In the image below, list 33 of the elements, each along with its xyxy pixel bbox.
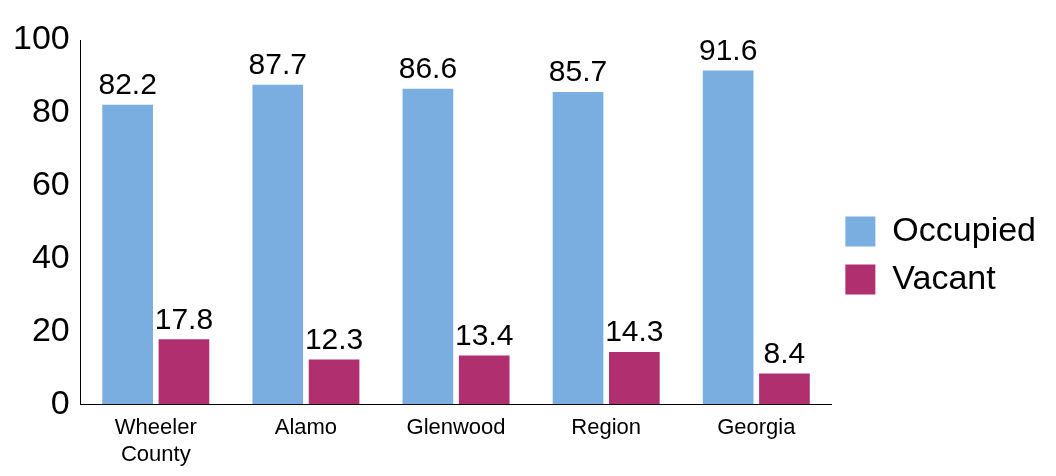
bar (608, 352, 660, 405)
y-tick-label: 20 (31, 309, 70, 348)
bar (308, 359, 360, 405)
y-tick-label: 80 (31, 91, 70, 130)
x-tick-label: Glenwood (406, 414, 506, 440)
bar (759, 373, 810, 405)
data-label: 14.3 (605, 314, 664, 348)
bar (458, 355, 510, 405)
data-label: 86.6 (398, 51, 458, 85)
bar (552, 92, 604, 405)
legend-label: Vacant (892, 257, 997, 296)
bar (702, 70, 754, 405)
bar (158, 339, 210, 405)
bar (402, 88, 454, 405)
legend-label: Occupied (892, 209, 1036, 248)
data-label: 87.7 (248, 47, 307, 81)
x-tick-label: Region (571, 414, 642, 440)
data-label: 13.4 (455, 317, 514, 351)
x-tick-label: Georgia (717, 414, 797, 440)
data-label: 17.8 (154, 301, 214, 335)
data-label: 82.2 (98, 67, 157, 101)
y-tick-label: 40 (31, 236, 70, 275)
data-label: 12.3 (304, 321, 364, 355)
data-label: 91.6 (698, 32, 758, 66)
bar (102, 104, 153, 405)
y-tick-label: 60 (31, 164, 70, 203)
x-tick-label: Alamo (274, 414, 338, 440)
x-tick-label: Wheeler County (114, 414, 197, 466)
y-tick-label: 0 (50, 382, 70, 421)
data-label: 8.4 (763, 335, 806, 369)
y-tick-label: 100 (12, 18, 70, 57)
data-label: 85.7 (548, 54, 608, 88)
bar (252, 84, 304, 405)
